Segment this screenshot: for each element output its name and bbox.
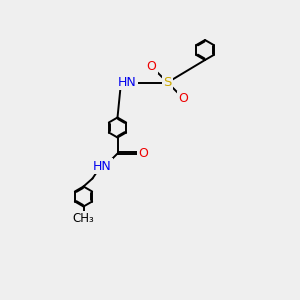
Text: O: O	[178, 92, 188, 105]
Text: S: S	[163, 76, 172, 89]
Text: HN: HN	[93, 160, 112, 172]
Text: HN: HN	[118, 76, 137, 89]
Text: CH₃: CH₃	[73, 212, 94, 226]
Text: O: O	[147, 60, 156, 73]
Text: O: O	[139, 147, 148, 160]
